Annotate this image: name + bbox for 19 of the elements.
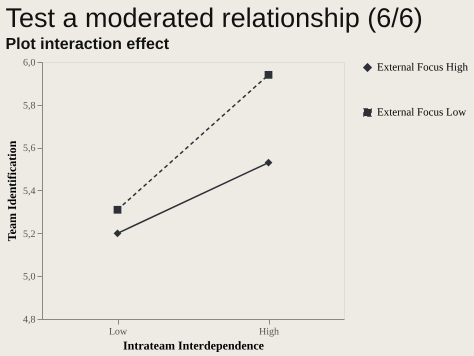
y-tick-label: 4,8 — [23, 314, 36, 326]
y-axis-title: Team Identification — [5, 140, 19, 242]
y-tick-label: 5,8 — [23, 100, 36, 112]
point — [264, 70, 272, 79]
y-tick-label: 5,0 — [23, 272, 36, 283]
y-tick-label: 5,4 — [23, 186, 36, 197]
point — [114, 229, 122, 238]
legend-label: External Focus Low — [377, 106, 466, 118]
x-axis-title: Intrateam Interdependence — [123, 338, 265, 352]
x-tick-label: High — [259, 326, 279, 338]
chart-subtitle: Plot interaction effect — [6, 36, 170, 53]
point — [264, 158, 272, 167]
point — [114, 206, 122, 214]
y-tick-label: 6,0 — [23, 58, 36, 68]
y-tick-label: 5,2 — [23, 228, 36, 240]
x-tick-label: Low — [108, 326, 128, 338]
y-tick-label: 5,6 — [23, 143, 36, 154]
legend-label: External Focus High — [377, 62, 469, 74]
chart-title: Test a moderated relationship (6/6) — [6, 3, 423, 33]
